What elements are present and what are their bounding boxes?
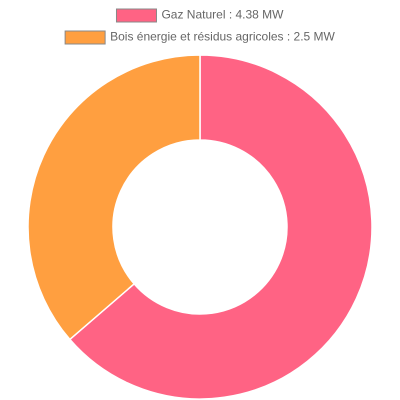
legend-swatch[interactable] xyxy=(64,30,106,45)
legend-label[interactable]: Bois énergie et résidus agricoles : 2.5 … xyxy=(110,30,335,44)
legend-label[interactable]: Gaz Naturel : 4.38 MW xyxy=(161,8,284,22)
legend-swatch[interactable] xyxy=(115,8,157,23)
doughnut-segment[interactable] xyxy=(68,54,373,400)
doughnut-segment[interactable] xyxy=(27,54,201,341)
